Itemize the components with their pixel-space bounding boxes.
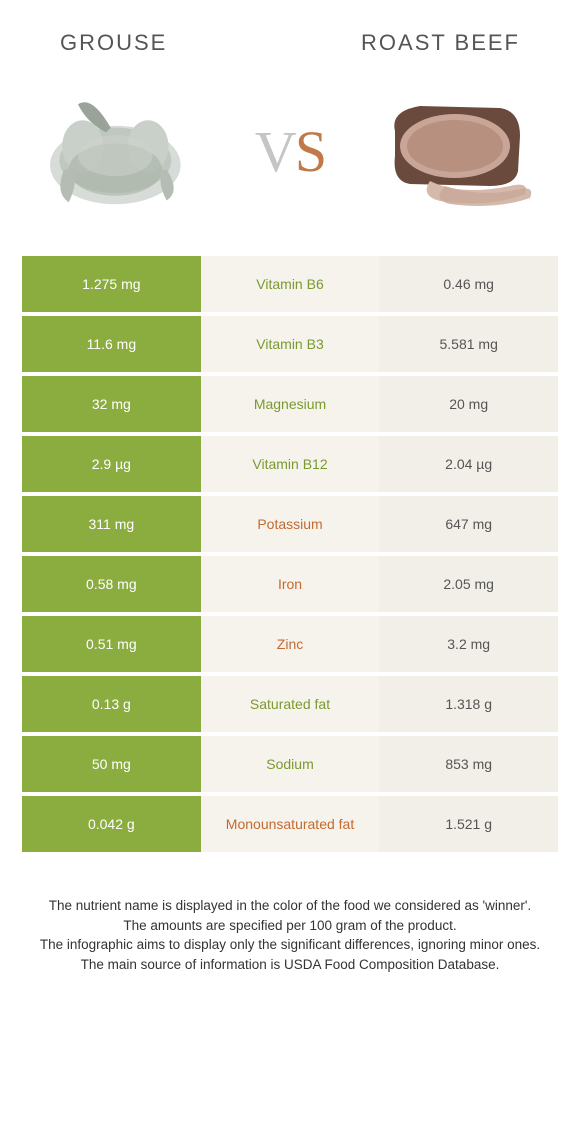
value-right: 2.05 mg [379, 556, 558, 612]
footer-line: The nutrient name is displayed in the co… [22, 896, 558, 916]
vs-v: V [255, 119, 295, 184]
table-row: 11.6 mgVitamin B35.581 mg [22, 316, 558, 372]
table-row: 0.13 gSaturated fat1.318 g [22, 676, 558, 732]
table-row: 32 mgMagnesium20 mg [22, 376, 558, 432]
value-left: 0.58 mg [22, 556, 201, 612]
table-row: 50 mgSodium853 mg [22, 736, 558, 792]
value-left: 11.6 mg [22, 316, 201, 372]
vs-label: VS [255, 118, 325, 185]
footer-line: The amounts are specified per 100 gram o… [22, 916, 558, 936]
value-right: 0.46 mg [379, 256, 558, 312]
value-right: 20 mg [379, 376, 558, 432]
value-left: 1.275 mg [22, 256, 201, 312]
nutrient-name: Magnesium [201, 376, 380, 432]
beef-image [360, 76, 560, 226]
value-left: 311 mg [22, 496, 201, 552]
image-row: VS [0, 66, 580, 256]
value-left: 32 mg [22, 376, 201, 432]
nutrient-name: Iron [201, 556, 380, 612]
footer-line: The main source of information is USDA F… [22, 955, 558, 975]
nutrient-name: Potassium [201, 496, 380, 552]
vs-s: S [295, 119, 325, 184]
value-left: 2.9 µg [22, 436, 201, 492]
header: GROUSE ROAST BEEF [0, 0, 580, 66]
nutrient-name: Vitamin B3 [201, 316, 380, 372]
value-left: 50 mg [22, 736, 201, 792]
table-row: 0.51 mgZinc3.2 mg [22, 616, 558, 672]
table-row: 0.58 mgIron2.05 mg [22, 556, 558, 612]
table-row: 2.9 µgVitamin B122.04 µg [22, 436, 558, 492]
nutrient-name: Saturated fat [201, 676, 380, 732]
value-right: 647 mg [379, 496, 558, 552]
value-right: 3.2 mg [379, 616, 558, 672]
title-left: GROUSE [60, 30, 167, 56]
nutrient-table: 1.275 mgVitamin B60.46 mg11.6 mgVitamin … [0, 256, 580, 852]
value-right: 1.521 g [379, 796, 558, 852]
footer: The nutrient name is displayed in the co… [0, 856, 580, 974]
value-right: 5.581 mg [379, 316, 558, 372]
footer-line: The infographic aims to display only the… [22, 935, 558, 955]
nutrient-name: Sodium [201, 736, 380, 792]
nutrient-name: Vitamin B12 [201, 436, 380, 492]
value-right: 2.04 µg [379, 436, 558, 492]
value-left: 0.042 g [22, 796, 201, 852]
grouse-image [20, 76, 220, 226]
value-right: 1.318 g [379, 676, 558, 732]
title-right: ROAST BEEF [361, 30, 520, 56]
table-row: 1.275 mgVitamin B60.46 mg [22, 256, 558, 312]
nutrient-name: Zinc [201, 616, 380, 672]
nutrient-name: Vitamin B6 [201, 256, 380, 312]
value-left: 0.13 g [22, 676, 201, 732]
table-row: 311 mgPotassium647 mg [22, 496, 558, 552]
table-row: 0.042 gMonounsaturated fat1.521 g [22, 796, 558, 852]
value-left: 0.51 mg [22, 616, 201, 672]
nutrient-name: Monounsaturated fat [201, 796, 380, 852]
value-right: 853 mg [379, 736, 558, 792]
